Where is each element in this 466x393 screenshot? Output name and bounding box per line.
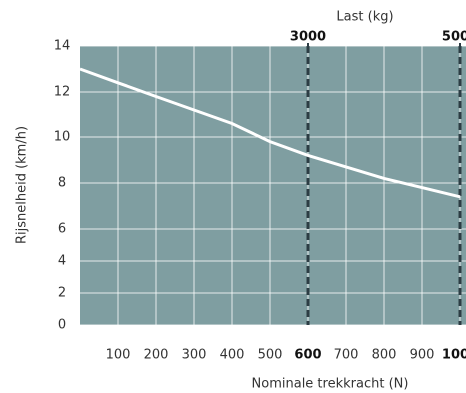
x2-tick-label: 3000	[290, 30, 326, 45]
x2-axis-label: Last (kg)	[336, 10, 393, 25]
y-tick-label: 10	[54, 130, 71, 145]
x-tick-label: 200	[144, 348, 169, 363]
y-tick-label: 6	[58, 222, 66, 237]
x-axis-label: Nominale trekkracht (N)	[252, 377, 409, 392]
x-tick-label: 900	[410, 348, 435, 363]
y-tick-label: 2	[58, 286, 66, 301]
y-tick-label: 4	[58, 254, 66, 269]
x-tick-label: 100	[106, 348, 131, 363]
x-tick-label: 500	[258, 348, 283, 363]
x-tick-label: 600	[294, 348, 321, 363]
y-tick-label: 14	[54, 39, 71, 54]
y-tick-label: 0	[58, 318, 66, 333]
y-axis-label: Rijsnelheid (km/h)	[15, 126, 30, 244]
y-tick-label: 8	[58, 176, 66, 191]
x-tick-label: 400	[220, 348, 245, 363]
y-tick-label: 12	[54, 85, 71, 100]
x-tick-label: 300	[182, 348, 207, 363]
x2-tick-label: 5000	[442, 30, 466, 45]
x-tick-label: 1000	[442, 348, 466, 363]
x-tick-label: 800	[372, 348, 397, 363]
data-line	[79, 67, 461, 199]
x-tick-label: 700	[334, 348, 359, 363]
